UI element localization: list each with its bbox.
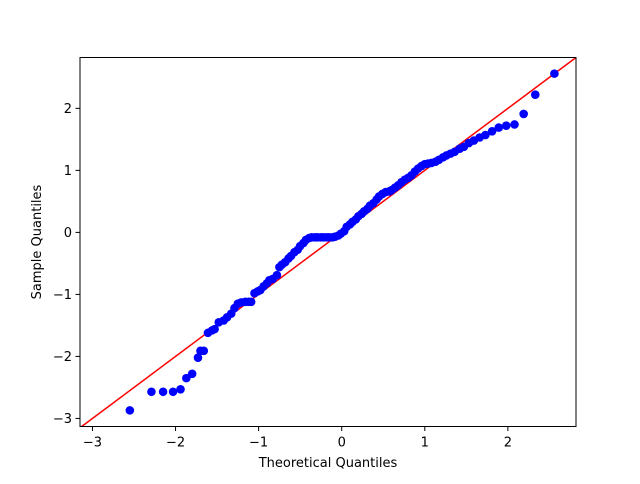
data-point	[147, 387, 156, 397]
data-point	[187, 369, 197, 379]
y-tick-label: −3	[53, 412, 72, 427]
data-point	[125, 406, 135, 415]
data-point	[158, 387, 168, 397]
plot-frame	[79, 57, 577, 427]
data-points-layer	[125, 69, 559, 415]
data-point	[176, 384, 185, 394]
y-tick-label: 0	[64, 226, 72, 241]
y-axis-ticks: −3 −2 −1 0 1 2	[53, 102, 80, 427]
data-point	[272, 270, 282, 280]
reference-line-layer	[81, 56, 577, 428]
y-axis-label: Sample Quantiles	[30, 184, 45, 299]
y-tick-label: 1	[64, 164, 72, 179]
data-point	[519, 109, 528, 119]
data-point	[487, 127, 497, 136]
data-point	[530, 90, 540, 100]
y-tick-label: 2	[64, 102, 72, 117]
x-tick-label: 1	[421, 436, 429, 451]
data-point	[481, 130, 490, 140]
data-point	[193, 353, 203, 362]
y-tick-label: −1	[53, 288, 72, 303]
y-tick-label: −2	[53, 350, 72, 365]
x-axis-label: Theoretical Quantiles	[258, 456, 398, 471]
data-point	[494, 123, 504, 132]
data-point	[550, 69, 559, 78]
data-point	[168, 387, 178, 397]
data-point	[199, 346, 209, 356]
data-point	[510, 120, 519, 129]
x-tick-label: −3	[83, 436, 102, 451]
x-tick-label: −2	[166, 436, 185, 451]
x-tick-label: 0	[338, 436, 346, 451]
x-tick-label: 2	[504, 436, 512, 451]
data-point	[501, 121, 511, 131]
reference-line	[81, 56, 577, 428]
data-point	[246, 297, 256, 307]
x-axis-ticks: −3 −2 −1 0 1 2	[83, 426, 512, 451]
x-tick-label: −1	[249, 436, 268, 451]
data-point	[210, 324, 219, 334]
